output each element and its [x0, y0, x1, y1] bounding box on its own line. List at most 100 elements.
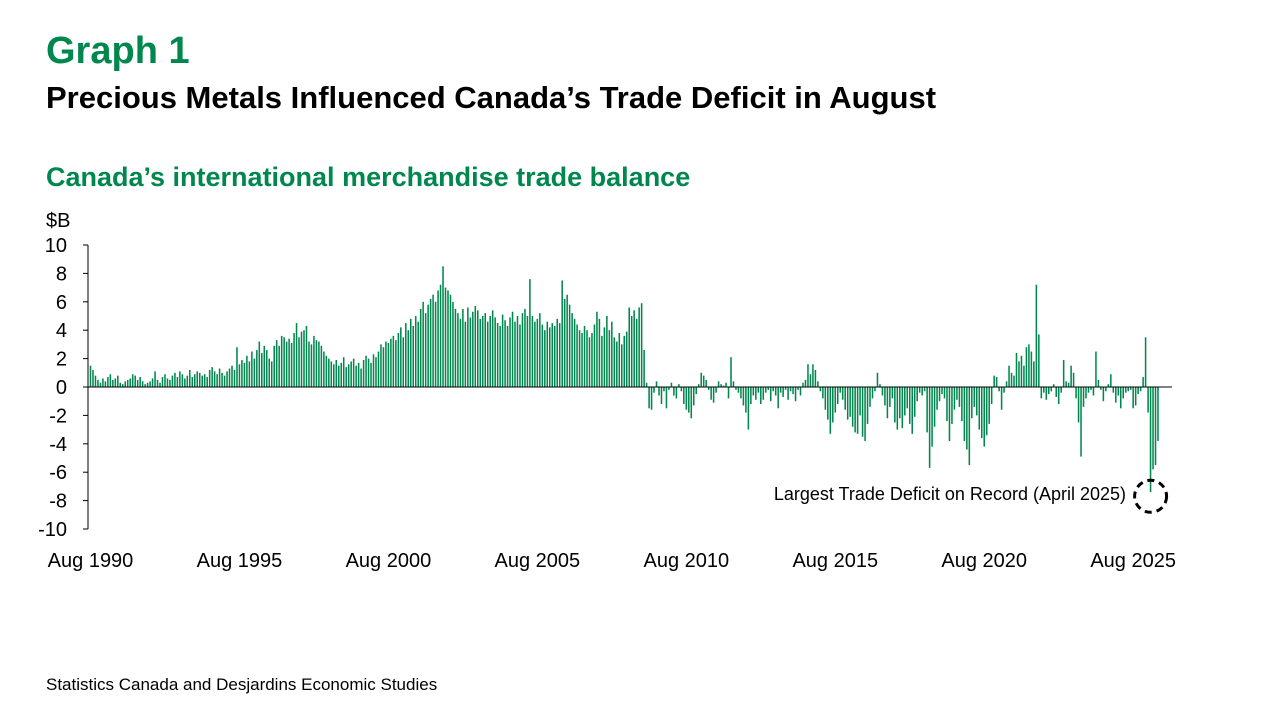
bar: [1100, 387, 1102, 390]
bar: [712, 387, 715, 403]
bar: [308, 341, 310, 387]
bar: [598, 318, 601, 387]
bar: [601, 335, 603, 387]
bar: [295, 323, 298, 387]
bar: [290, 342, 293, 387]
bars-group: [89, 266, 1159, 493]
bar: [576, 324, 578, 387]
bar: [1077, 387, 1080, 423]
bar: [124, 381, 127, 387]
bar: [509, 317, 511, 387]
bar: [256, 350, 258, 387]
bar: [755, 387, 757, 400]
bar: [169, 379, 171, 387]
bar: [670, 382, 673, 387]
bar: [899, 387, 901, 419]
bar: [874, 387, 876, 392]
bar: [92, 369, 94, 387]
bar: [683, 387, 685, 405]
x-tick-label: Aug 2015: [792, 550, 878, 572]
bar: [437, 290, 439, 387]
bar: [908, 387, 911, 424]
bar: [797, 387, 799, 390]
bar: [154, 371, 156, 387]
bar: [283, 337, 285, 387]
bar: [715, 387, 717, 393]
bar: [742, 387, 745, 406]
bar: [298, 337, 300, 387]
bar: [1003, 387, 1005, 393]
bar: [936, 387, 938, 410]
bar: [119, 382, 122, 387]
bar: [270, 361, 273, 387]
bar: [223, 375, 226, 387]
bar: [151, 378, 154, 387]
bar: [802, 382, 804, 387]
bar: [730, 357, 732, 387]
bar: [1087, 387, 1090, 393]
bar: [328, 358, 330, 387]
bar: [745, 387, 747, 413]
bar: [573, 318, 576, 387]
bar: [303, 330, 305, 387]
bar: [146, 382, 149, 387]
bar: [787, 387, 789, 400]
bar: [486, 321, 489, 387]
bar: [705, 379, 707, 387]
bar: [521, 313, 524, 387]
bar: [854, 387, 856, 433]
bar: [355, 365, 357, 387]
bar: [946, 387, 948, 422]
bar: [156, 379, 159, 387]
bar: [913, 387, 916, 417]
bar: [856, 387, 859, 434]
bar: [325, 355, 328, 387]
bar: [876, 372, 879, 387]
bar: [1060, 387, 1062, 393]
y-tick-label: 2: [56, 349, 67, 371]
bar: [973, 387, 976, 407]
bar: [357, 362, 360, 387]
bar: [529, 279, 531, 387]
bar: [459, 318, 462, 387]
bar: [695, 387, 698, 395]
bar: [794, 387, 797, 402]
bar: [628, 307, 630, 387]
bar: [1025, 347, 1028, 387]
bar: [129, 378, 131, 387]
bar: [956, 387, 958, 400]
bar: [846, 387, 849, 420]
bar: [174, 372, 176, 387]
bar: [638, 307, 640, 387]
bar: [963, 387, 966, 441]
bar: [347, 364, 350, 387]
bar: [762, 387, 765, 400]
bar: [747, 387, 750, 430]
bar: [556, 318, 558, 387]
bar: [464, 321, 467, 387]
bar: [593, 324, 596, 387]
bar: [884, 387, 886, 406]
bar: [966, 387, 968, 450]
bar: [323, 351, 325, 387]
bar: [700, 372, 702, 387]
bar: [737, 387, 740, 393]
bar: [273, 345, 275, 387]
bar: [432, 294, 434, 387]
bar: [727, 387, 730, 399]
bar: [414, 316, 417, 387]
bar: [444, 287, 447, 387]
chart-subtitle: Canada’s international merchandise trade…: [46, 162, 691, 192]
bar: [1028, 344, 1030, 387]
bar: [216, 374, 218, 387]
bar: [511, 311, 514, 387]
bar: [976, 387, 978, 416]
bar: [613, 337, 616, 387]
bar: [360, 368, 362, 387]
bar: [859, 387, 861, 416]
bar: [824, 387, 827, 410]
bar: [764, 387, 767, 393]
bar: [784, 387, 787, 390]
bar: [1097, 379, 1100, 387]
bar: [506, 325, 509, 387]
